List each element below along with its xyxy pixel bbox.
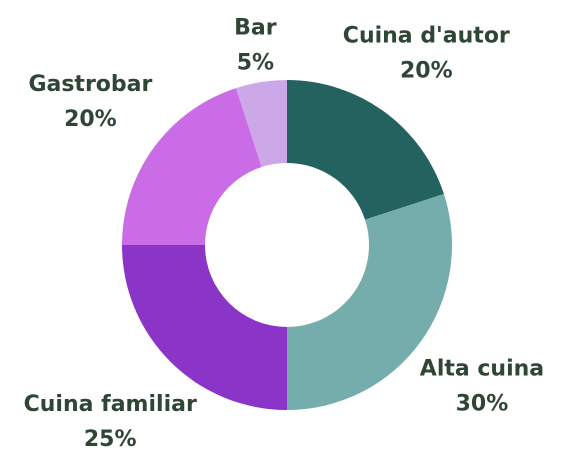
slice [287,194,452,410]
slice-value: 20% [400,58,453,83]
slice-value: 30% [456,392,509,417]
slice-value: 5% [237,50,274,75]
slice [236,80,287,168]
slice-label: Cuina d'autor [343,23,510,48]
slice [122,245,287,410]
slice-label: Alta cuina [420,357,544,382]
slice-value: 25% [84,427,137,452]
slice [287,80,444,220]
slice-value: 20% [64,107,117,132]
slice-label: Gastrobar [28,72,152,97]
slice-label: Cuina familiar [24,392,197,417]
slice-label: Bar [234,15,277,40]
slice [122,88,262,245]
